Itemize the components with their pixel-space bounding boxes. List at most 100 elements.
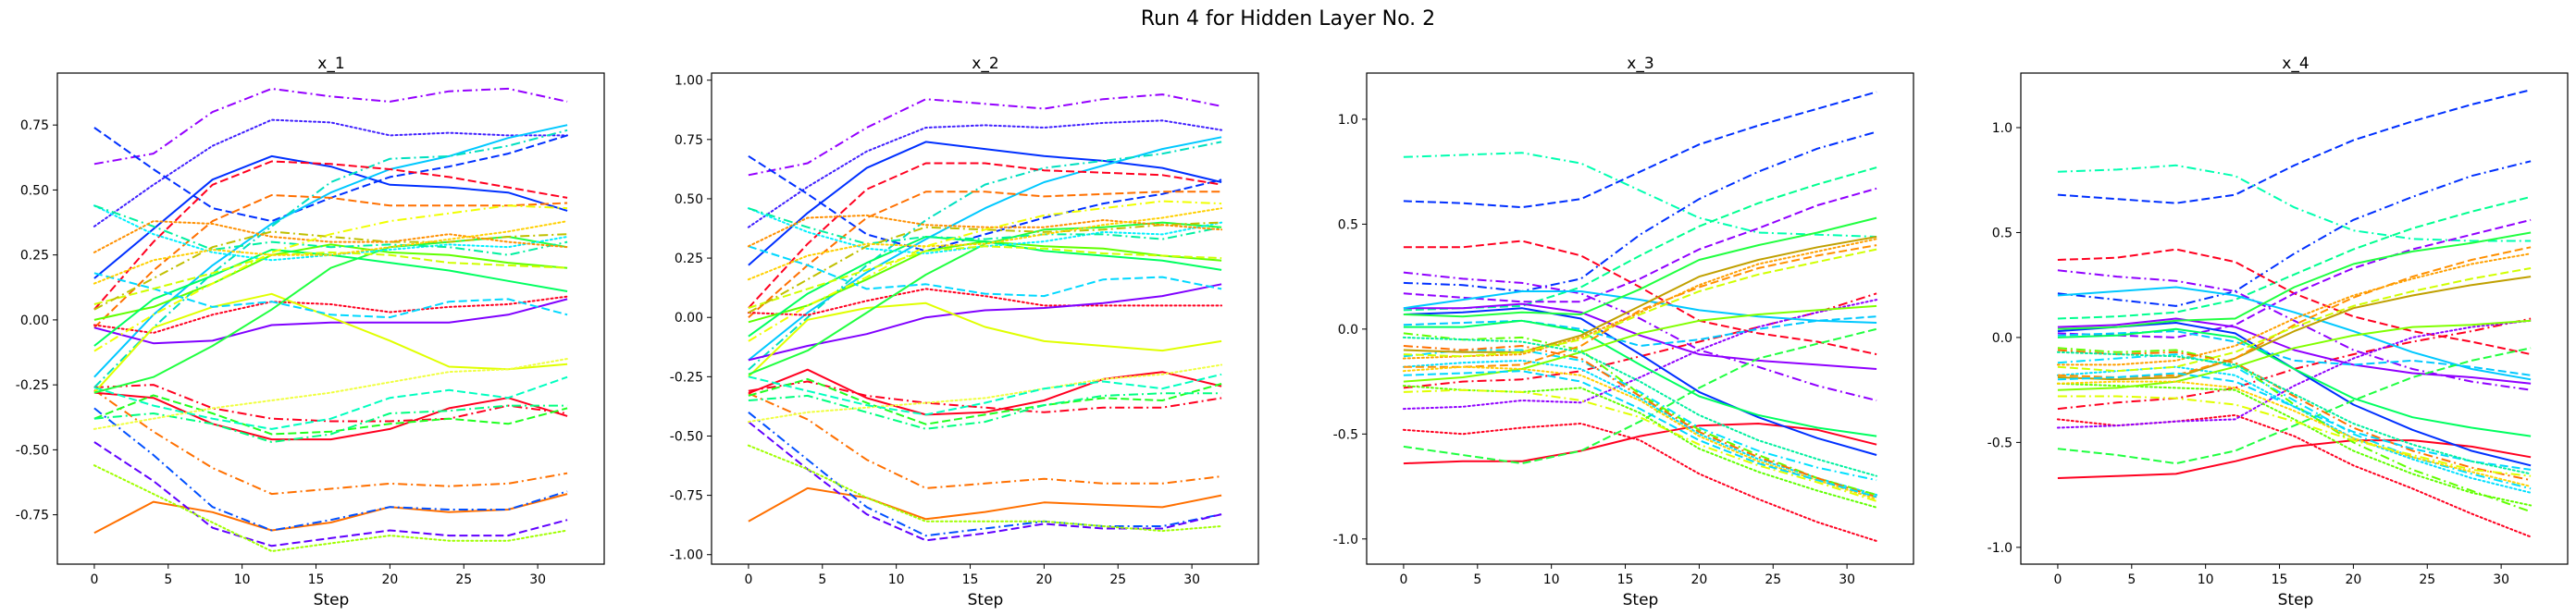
y-tick-label: 0.75 xyxy=(20,118,49,133)
series-line xyxy=(2057,395,2532,477)
y-tick-label: 0.50 xyxy=(675,192,703,207)
series-line xyxy=(748,392,1222,489)
plot-area: 0 5 10 15 20 25 30 -1.0 -0.5 0.0 0.5 1.0 xyxy=(1333,72,1914,587)
series-line xyxy=(93,194,568,329)
series-line xyxy=(748,412,1222,537)
series-line xyxy=(1402,385,1878,509)
y-tick-label: 0.25 xyxy=(675,252,703,266)
series-line xyxy=(2057,89,2532,204)
x-tick-label: 25 xyxy=(455,572,472,587)
y-tick-label: -0.75 xyxy=(16,509,49,523)
x-tick-label: 20 xyxy=(2345,572,2361,587)
series-line xyxy=(747,363,1223,424)
series-line xyxy=(1403,91,1877,209)
series-line xyxy=(93,251,568,305)
series-line xyxy=(93,407,568,532)
axes-frame xyxy=(1366,72,1914,565)
series-line xyxy=(1403,216,1877,318)
series-line xyxy=(93,230,568,311)
x-tick-label: 30 xyxy=(2493,572,2509,587)
series-line xyxy=(748,236,1222,338)
series-line xyxy=(2057,353,2532,490)
series-line xyxy=(1403,271,1877,401)
series-line xyxy=(1403,187,1877,303)
series-line xyxy=(747,444,1223,533)
series-line xyxy=(748,368,1222,416)
series-group xyxy=(93,87,569,552)
x-tick-label: 25 xyxy=(2419,572,2435,587)
series-line xyxy=(93,87,568,166)
x-axis-label: Step xyxy=(2278,591,2314,609)
series-line xyxy=(93,375,568,430)
series-line xyxy=(93,295,569,334)
x-tick-label: 5 xyxy=(164,572,172,587)
series-line xyxy=(2057,349,2532,482)
series-line xyxy=(1403,290,1877,324)
series-line xyxy=(93,298,568,345)
series-line xyxy=(93,220,569,253)
y-tick-label: -1.0 xyxy=(1988,541,2012,556)
series-line xyxy=(2057,164,2532,242)
x-tick-label: 0 xyxy=(744,572,752,587)
series-line xyxy=(2057,269,2532,391)
series-line xyxy=(93,160,568,311)
y-tick-label: -0.25 xyxy=(670,370,703,385)
y-tick-label: -0.5 xyxy=(1333,427,1358,442)
series-line xyxy=(747,119,1223,228)
series-line xyxy=(1402,299,1878,411)
y-tick-label: 1.0 xyxy=(1338,113,1358,128)
y-tick-label: -0.25 xyxy=(16,378,49,393)
series-line xyxy=(748,486,1222,523)
series-line xyxy=(93,154,568,279)
series-line xyxy=(1403,248,1877,358)
series-line xyxy=(93,358,569,430)
series-line xyxy=(748,377,1222,425)
series-line xyxy=(93,384,568,423)
series-line xyxy=(748,283,1222,362)
x-tick-label: 20 xyxy=(1035,572,1052,587)
x-tick-label: 0 xyxy=(90,572,98,587)
x-tick-label: 15 xyxy=(2272,572,2288,587)
series-line xyxy=(747,214,1223,248)
subplot-title: x_2 xyxy=(972,55,998,73)
x-tick-label: 10 xyxy=(2198,572,2214,587)
series-line xyxy=(93,118,569,228)
series-line xyxy=(2057,317,2532,385)
x-tick-label: 10 xyxy=(888,572,905,587)
series-line xyxy=(748,301,1222,378)
axes-frame xyxy=(56,72,605,565)
subplot-x1: x_1 Step 0 5 10 15 20 25 30 -0.75 -0.50 -0.25 0.00… xyxy=(16,55,605,609)
series-line xyxy=(1403,327,1877,465)
x-tick-label: 15 xyxy=(1617,572,1634,587)
series-line xyxy=(93,129,568,388)
x-tick-label: 0 xyxy=(1399,572,1407,587)
x-axis-label: Step xyxy=(1623,591,1659,609)
x-tick-label: 25 xyxy=(1109,572,1126,587)
series-group xyxy=(2056,89,2533,538)
series-line xyxy=(93,220,569,285)
x-tick-label: 10 xyxy=(1543,572,1560,587)
y-tick-label: 0.00 xyxy=(675,311,703,326)
series-line xyxy=(2057,319,2532,391)
subplot-title: x_3 xyxy=(1627,55,1653,73)
x-tick-label: 30 xyxy=(529,572,546,587)
subplot-x2: x_2 Step 0 5 10 15 20 25 30 -1.00 -0.75 -0.50 -0.2… xyxy=(670,55,1259,609)
series-line xyxy=(1402,336,1878,477)
series-group xyxy=(1402,91,1878,542)
x-tick-label: 30 xyxy=(1183,572,1200,587)
series-line xyxy=(93,404,568,443)
x-tick-label: 15 xyxy=(962,572,979,587)
series-line xyxy=(1403,319,1877,437)
series-line xyxy=(748,380,1222,413)
x-tick-label: 20 xyxy=(1690,572,1707,587)
axes-frame xyxy=(2020,72,2569,565)
y-tick-label: -0.75 xyxy=(670,489,703,504)
x-tick-label: 20 xyxy=(381,572,398,587)
x-tick-label: 5 xyxy=(818,572,826,587)
series-line xyxy=(2057,276,2532,381)
y-tick-label: -0.50 xyxy=(16,443,49,458)
x-tick-label: 10 xyxy=(234,572,251,587)
x-tick-label: 15 xyxy=(308,572,325,587)
series-line xyxy=(93,441,568,547)
